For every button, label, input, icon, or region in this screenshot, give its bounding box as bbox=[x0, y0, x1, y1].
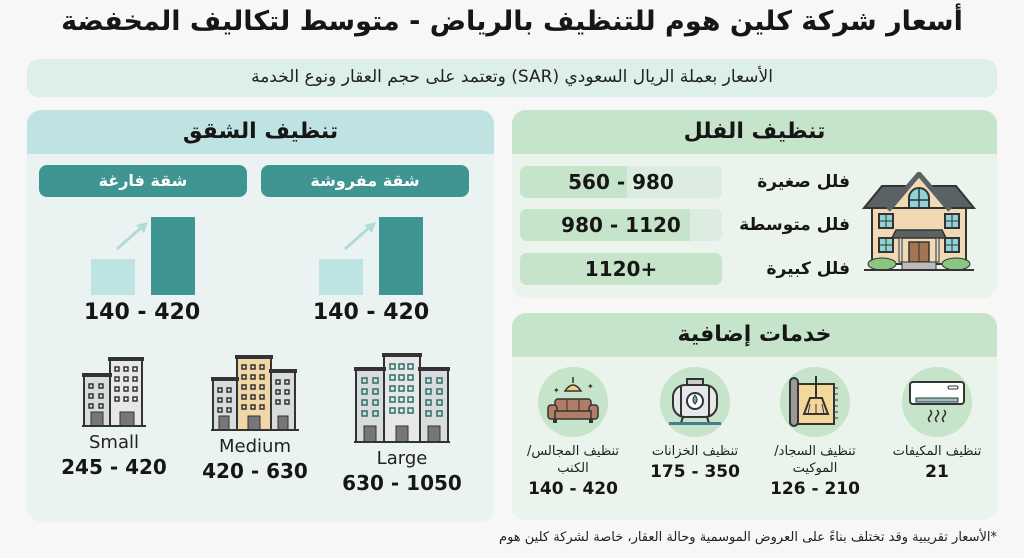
empty-apartment-tag: شقة فارغة bbox=[39, 165, 247, 197]
service-name: تنظيف الخزانات bbox=[651, 444, 739, 459]
villa-price: 980 - 1120 bbox=[561, 213, 681, 237]
villas-heading: تنظيف الفلل bbox=[512, 110, 997, 154]
services-heading: خدمات إضافية bbox=[512, 313, 997, 357]
service-tank: تنظيف الخزانات 175 - 350 bbox=[640, 367, 750, 482]
size-large: Large 630 - 1050 bbox=[327, 352, 477, 495]
empty-apartment-price: 140 - 420 bbox=[83, 300, 201, 325]
large-building-icon bbox=[354, 353, 450, 443]
service-ac: تنظيف المكيفات 21 bbox=[882, 367, 992, 482]
svg-text:✦: ✦ bbox=[553, 386, 560, 395]
service-name: تنظيف المجالس/ الكنب bbox=[526, 444, 620, 476]
small-building-icon bbox=[82, 357, 146, 427]
service-price: 175 - 350 bbox=[650, 462, 740, 482]
size-label: Large bbox=[376, 448, 428, 469]
page-title: أسعار شركة كلين هوم للتنظيف بالرياض - مت… bbox=[61, 6, 963, 37]
price-bar bbox=[520, 253, 722, 285]
size-price: 245 - 420 bbox=[61, 455, 167, 479]
service-price: 21 bbox=[925, 462, 949, 482]
size-label: Medium bbox=[219, 436, 291, 457]
service-name: تنظيف السجاد/ الموكيت bbox=[774, 444, 856, 476]
price-bar bbox=[520, 209, 722, 241]
service-sofa: ✦ ✦ تنظيف المجالس/ الكنب 140 - 420 bbox=[518, 367, 628, 499]
villa-price: 560 - 980 bbox=[568, 170, 674, 194]
size-small: Small 245 - 420 bbox=[39, 352, 189, 479]
footnote: *الأسعار تقريبية وقد تختلف بناءً على الع… bbox=[499, 530, 997, 545]
subtitle-banner: الأسعار بعملة الريال السعودي (SAR) وتعتم… bbox=[27, 59, 997, 97]
villa-row-small: 560 - 980 فلل صغيرة bbox=[520, 166, 850, 198]
size-price: 420 - 630 bbox=[202, 459, 308, 483]
service-name: تنظيف المكيفات bbox=[892, 444, 982, 459]
water-tank-icon bbox=[669, 378, 721, 425]
size-price: 630 - 1050 bbox=[342, 471, 462, 495]
bar-growth-icon bbox=[319, 213, 439, 295]
svg-text:✦: ✦ bbox=[587, 382, 594, 391]
furnished-apartment-tag: شقة مفروشة bbox=[261, 165, 469, 197]
service-price: 126 - 210 bbox=[770, 479, 860, 499]
size-medium: Medium 420 - 630 bbox=[180, 352, 330, 483]
bar-growth-icon bbox=[91, 213, 211, 295]
apartments-heading: تنظيف الشقق bbox=[27, 110, 494, 154]
apartments-panel: تنظيف الشقق شقة مفروشة شقة فارغة 140 - 4… bbox=[27, 110, 494, 522]
service-price: 140 - 420 bbox=[528, 479, 618, 499]
villa-label: فلل متوسطة bbox=[739, 215, 850, 235]
services-panel: خدمات إضافية تنظيف المكيفات 21 تنظيف ال bbox=[512, 313, 997, 520]
villa-row-large: 1120+ فلل كبيرة bbox=[520, 253, 850, 285]
villas-panel: تنظيف الفلل 560 - 980 فلل صغيرة 980 - 11… bbox=[512, 110, 997, 298]
service-carpet: تنظيف السجاد/ الموكيت 126 - 210 bbox=[760, 367, 870, 499]
carpet-broom-icon bbox=[789, 376, 838, 427]
price-bar bbox=[520, 166, 722, 198]
villa-label: فلل صغيرة bbox=[757, 172, 850, 192]
villa-house-icon bbox=[862, 172, 976, 271]
villa-price: 1120+ bbox=[584, 257, 658, 281]
medium-building-icon bbox=[211, 355, 299, 431]
villa-row-medium: 980 - 1120 فلل متوسطة bbox=[520, 209, 850, 241]
furnished-apartment-price: 140 - 420 bbox=[312, 300, 430, 325]
sofa-icon: ✦ ✦ bbox=[547, 377, 599, 423]
villa-label: فلل كبيرة bbox=[766, 259, 850, 279]
air-conditioner-icon bbox=[909, 381, 965, 423]
size-label: Small bbox=[89, 432, 139, 453]
